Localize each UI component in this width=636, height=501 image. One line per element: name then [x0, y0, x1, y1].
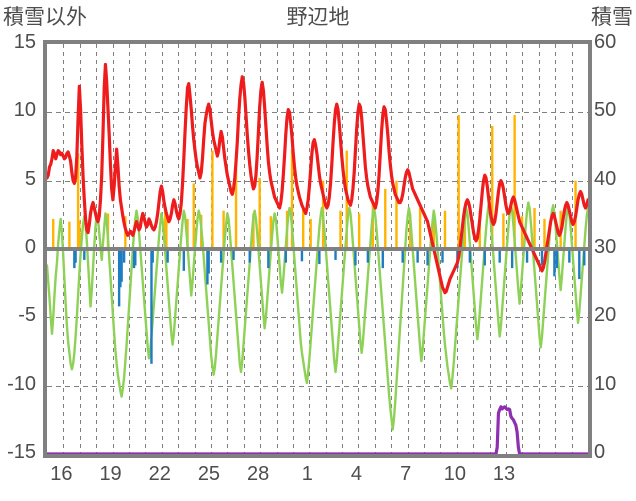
y-tick-left: -5 — [18, 304, 36, 327]
x-tick: 16 — [50, 463, 73, 485]
x-tick: 19 — [99, 463, 122, 485]
y-tick-right: 60 — [594, 31, 617, 53]
y-tick-left: 10 — [13, 99, 36, 122]
page-title: 野辺地 — [286, 6, 350, 29]
plot-area — [43, 40, 592, 458]
x-tick: 7 — [400, 463, 412, 485]
x-tick: 22 — [148, 463, 171, 485]
x-tick: 1 — [301, 463, 313, 485]
left-axis-title: 積雪以外 — [3, 6, 87, 29]
y-tick-right: 20 — [594, 304, 617, 327]
series-precipitation — [73, 249, 586, 364]
x-tick: 4 — [350, 463, 363, 485]
y-tick-left: -10 — [7, 372, 36, 395]
y-tick-right: 0 — [594, 441, 606, 463]
plot-inner — [47, 44, 588, 454]
y-tick-left: -15 — [7, 441, 36, 463]
x-tick: 10 — [443, 463, 466, 485]
chart-svg — [47, 44, 588, 454]
x-tick: 28 — [246, 463, 270, 485]
series-humidity — [47, 201, 588, 431]
x-tick: 13 — [492, 463, 516, 485]
y-tick-right: 10 — [594, 372, 617, 395]
series-temperature — [47, 62, 588, 295]
y-tick-right: 50 — [594, 99, 617, 122]
y-tick-left: 0 — [24, 236, 36, 258]
y-tick-left: 5 — [24, 167, 36, 190]
x-tick: 25 — [197, 463, 221, 485]
right-axis-title: 積雪 — [591, 6, 633, 29]
y-tick-left: 15 — [13, 31, 36, 53]
y-tick-right: 40 — [594, 167, 617, 190]
y-tick-right: 30 — [594, 236, 617, 258]
